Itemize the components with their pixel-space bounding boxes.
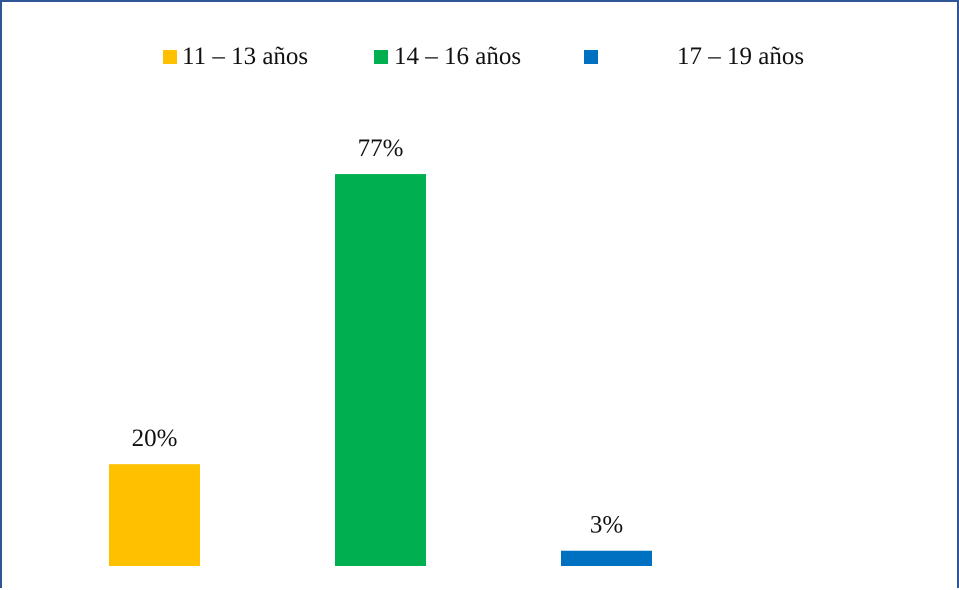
legend-label-0: 11 – 13 años bbox=[182, 43, 309, 70]
bar-0 bbox=[109, 464, 200, 566]
data-label-1: 77% bbox=[358, 135, 404, 162]
legend-swatch-2 bbox=[584, 50, 598, 64]
legend-swatch-1 bbox=[374, 50, 388, 64]
bar-1 bbox=[335, 174, 426, 566]
bar-2 bbox=[561, 550, 652, 566]
data-label-2: 3% bbox=[590, 512, 623, 539]
legend-swatch-0 bbox=[163, 50, 177, 64]
legend-label-2: 17 – 19 años bbox=[677, 43, 805, 70]
legend-label-1: 14 – 16 años bbox=[394, 43, 522, 70]
data-label-0: 20% bbox=[132, 425, 178, 452]
